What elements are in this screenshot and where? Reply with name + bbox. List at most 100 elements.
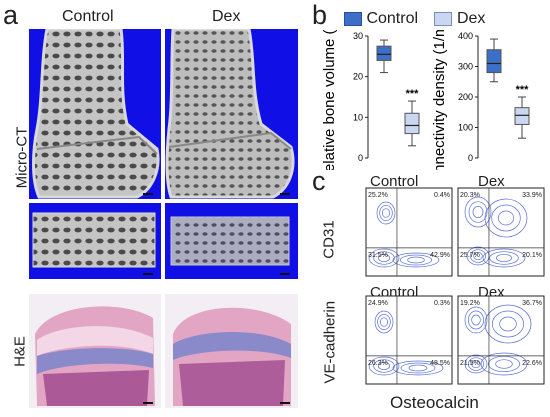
quadrant-percent: 20.1% [522,252,542,259]
plot-frame [365,187,453,277]
panel-label-a: a [3,0,19,30]
contour [392,360,444,376]
quadrant-percent: 21.5% [460,360,480,367]
plot-frame [365,295,453,385]
legend: Control Dex [344,10,485,28]
contour [471,314,481,326]
y-tick-label: 10 [353,112,363,122]
contour [400,362,436,374]
quadrant-percent: 26.3% [368,360,388,367]
x-axis-label-osteocalcin: Osteocalcin [390,393,479,412]
microct-cylinder-dex [165,203,298,279]
box-control [486,49,502,74]
trabecular-cylinder-control [32,212,156,268]
contour [484,198,528,238]
panel-label-b: b [312,0,328,30]
contour [377,313,391,331]
he-stain-control [35,306,155,406]
row-label-cd31: CD31 [320,220,338,259]
panel-label-c: c [312,166,326,196]
box-control [376,45,392,61]
y-tick-label: 0 [358,153,363,163]
quadrant-percent: 48.5% [430,360,450,367]
legend-label-dex: Dex [456,10,486,27]
contour [377,361,391,371]
c-column-label-dex-1: Dex [478,173,505,190]
y-tick-label: 100 [458,123,473,133]
y-tick-label: 300 [458,62,473,72]
trabecular-cylinder-dex [170,216,290,266]
contour [464,306,488,334]
quadrant-percent: 19.2% [460,300,480,307]
contour [469,249,487,263]
contour [467,357,485,371]
c-column-label-control-1: Control [370,173,419,190]
quadrant-percent: 0.4% [434,192,450,199]
quadrant-percent: 25.2% [368,192,388,199]
quadrant-percent: 31.5% [368,252,388,259]
bone-render-control [32,29,160,199]
legend-label-control: Control [366,10,419,27]
facs-plot-cd31_control: 25.2% 0.4% 31.5% 42.9% [365,187,453,277]
column-label-dex: Dex [212,8,241,25]
scale-bar [280,193,290,195]
significance-stars: *** [406,88,420,100]
y-tick-label: 200 [458,92,473,102]
contour [484,304,532,344]
bone-render-dex [165,29,295,199]
contour [379,317,389,327]
box-dex [404,112,420,135]
y-tick-label: 20 [353,72,363,82]
contour [467,310,485,330]
box-plots: 0 10 20 30 Relative bone volume (%) *** 0 100 20… [321,30,530,170]
contour [473,251,483,261]
contour [464,354,488,374]
quadrant-percent: 25.7% [460,252,480,259]
contour [379,204,393,222]
contour [491,310,525,338]
he-section-control [29,294,161,408]
contour [489,251,519,265]
scale-bar [280,402,290,404]
contour [468,201,488,223]
contour [464,196,492,228]
contour [368,356,400,376]
contour [381,208,391,218]
row-label-ve-cadherin: VE-cadherin [321,300,339,384]
y-tick-label: 0 [468,153,473,163]
contour [499,316,517,332]
y-axis-label: Connectivity density (1/mm³) [431,30,448,170]
he-section-dex [165,294,298,408]
contour [471,359,481,369]
quadrant-percent: 36.7% [522,300,542,307]
contour [376,201,396,225]
contour [495,359,513,369]
contour [472,205,484,219]
quadrant-percent: 0.3% [434,300,450,307]
legend-swatch-control [344,12,362,26]
he-stain-dex [173,307,291,406]
scale-bar [280,273,290,275]
box-dex [514,107,530,125]
row-label-he: H&E [11,336,29,367]
contour [374,310,394,334]
flow-cytometry-plots: 25.2% 0.4%31.5% 42.9%20.3% 33.9%25.7% 20.1%2… [365,187,545,385]
legend-swatch-dex [434,12,453,26]
quadrant-percent: 33.9% [522,192,542,199]
microct-femur-dex [165,29,298,199]
facs-plot-cd31_dex: 20.3% 33.9% 25.7% 20.1% [457,187,545,277]
y-tick-label: 30 [353,31,363,41]
contour [407,256,425,264]
microct-cylinder-control [29,203,161,279]
scale-bar [143,273,153,275]
y-axis-label: Relative bone volume (%) [321,30,338,170]
scale-bar [143,402,153,404]
scale-bar [143,193,153,195]
contour [368,248,400,268]
contour [480,352,528,376]
contour [487,355,521,373]
contour [495,253,513,263]
contour [491,204,521,232]
contour [399,254,433,266]
facs-plot-vecad_dex: 19.2% 36.7% 21.5% 22.6% [457,295,545,385]
